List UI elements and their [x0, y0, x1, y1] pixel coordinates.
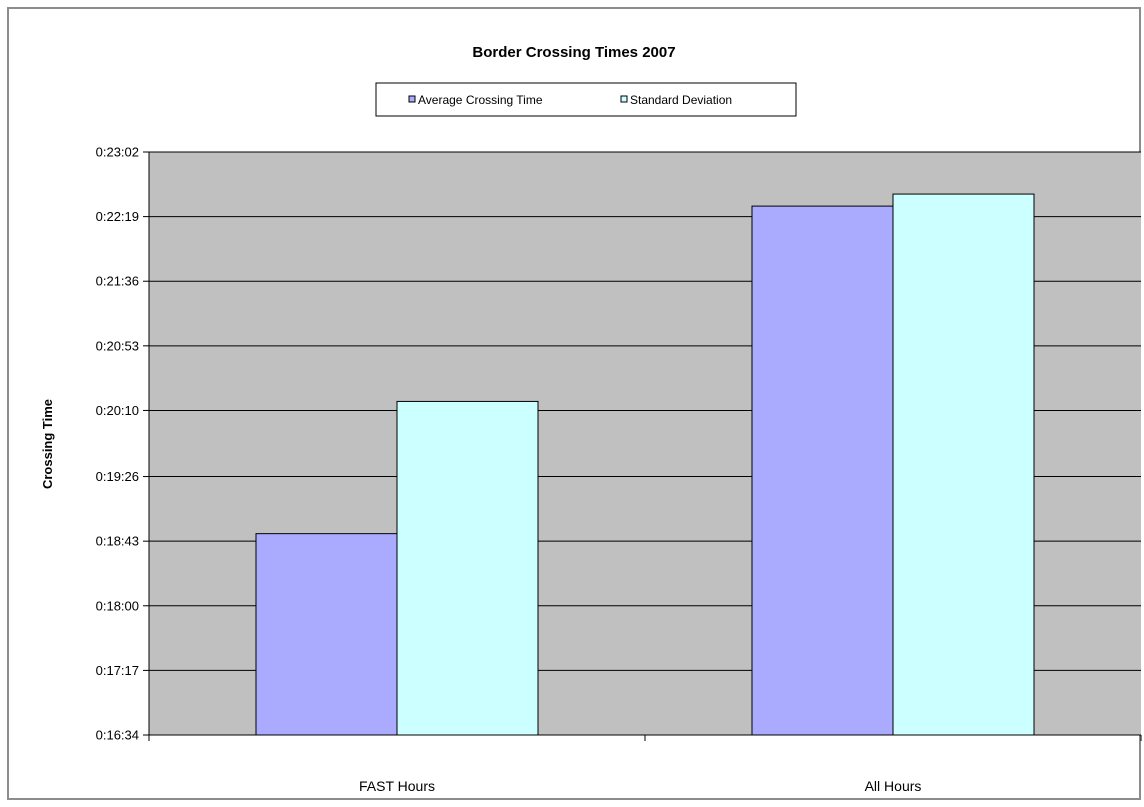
y-tick-label: 0:20:10 — [96, 403, 139, 418]
legend-label-average-crossing-time: Average Crossing Time — [418, 93, 543, 107]
y-tick-label: 0:22:19 — [96, 209, 139, 224]
bar-average-crossing-time-fast-hours — [255, 533, 398, 736]
bar-average-crossing-time-all-hours — [751, 205, 894, 736]
x-tick-label: FAST Hours — [359, 778, 435, 794]
x-axis-ticks: FAST Hours All Hours — [148, 735, 1142, 794]
bar-standard-deviation-fast-hours — [396, 400, 539, 736]
legend-swatch-standard-deviation — [620, 95, 628, 103]
x-tick-label: All Hours — [865, 778, 922, 794]
bar-chart: Border Crossing Times 2007 Average Cross… — [40, 44, 1142, 794]
chart-frame: Border Crossing Times 2007 Average Cross… — [7, 7, 1142, 800]
y-tick-label: 0:18:00 — [96, 598, 139, 613]
chart-title: Border Crossing Times 2007 — [472, 44, 675, 61]
legend: Average Crossing Time Standard Deviation — [375, 82, 797, 117]
legend-box — [375, 82, 797, 117]
legend-swatch-average-crossing-time — [408, 95, 416, 103]
bar-standard-deviation-all-hours — [892, 193, 1035, 736]
y-tick-label: 0:19:26 — [96, 469, 139, 484]
y-tick-label: 0:23:02 — [96, 145, 139, 160]
y-tick-label: 0:21:36 — [96, 274, 139, 289]
y-tick-label: 0:17:17 — [96, 663, 139, 678]
y-tick-labels: 0:16:34 0:17:17 0:18:00 0:18:43 0:19:26 0:20:… — [96, 145, 149, 743]
legend-label-standard-deviation: Standard Deviation — [630, 93, 732, 107]
y-tick-label: 0:20:53 — [96, 338, 139, 353]
bars — [255, 193, 1035, 736]
y-tick-label: 0:18:43 — [96, 534, 139, 549]
y-tick-label: 0:16:34 — [96, 728, 139, 743]
y-axis-label: Crossing Time — [40, 399, 55, 489]
